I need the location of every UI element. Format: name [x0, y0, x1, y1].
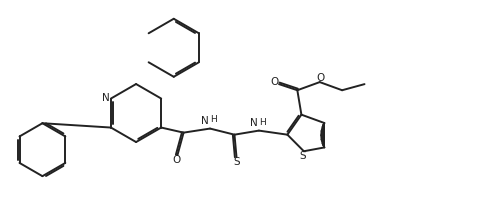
Text: H: H [259, 118, 266, 127]
Text: N: N [202, 116, 209, 126]
Text: H: H [211, 116, 217, 124]
Text: O: O [317, 73, 325, 83]
Text: S: S [300, 151, 306, 161]
Text: O: O [271, 77, 279, 87]
Text: S: S [233, 157, 240, 167]
Text: N: N [250, 118, 258, 128]
Text: N: N [103, 93, 110, 103]
Text: O: O [173, 155, 180, 165]
